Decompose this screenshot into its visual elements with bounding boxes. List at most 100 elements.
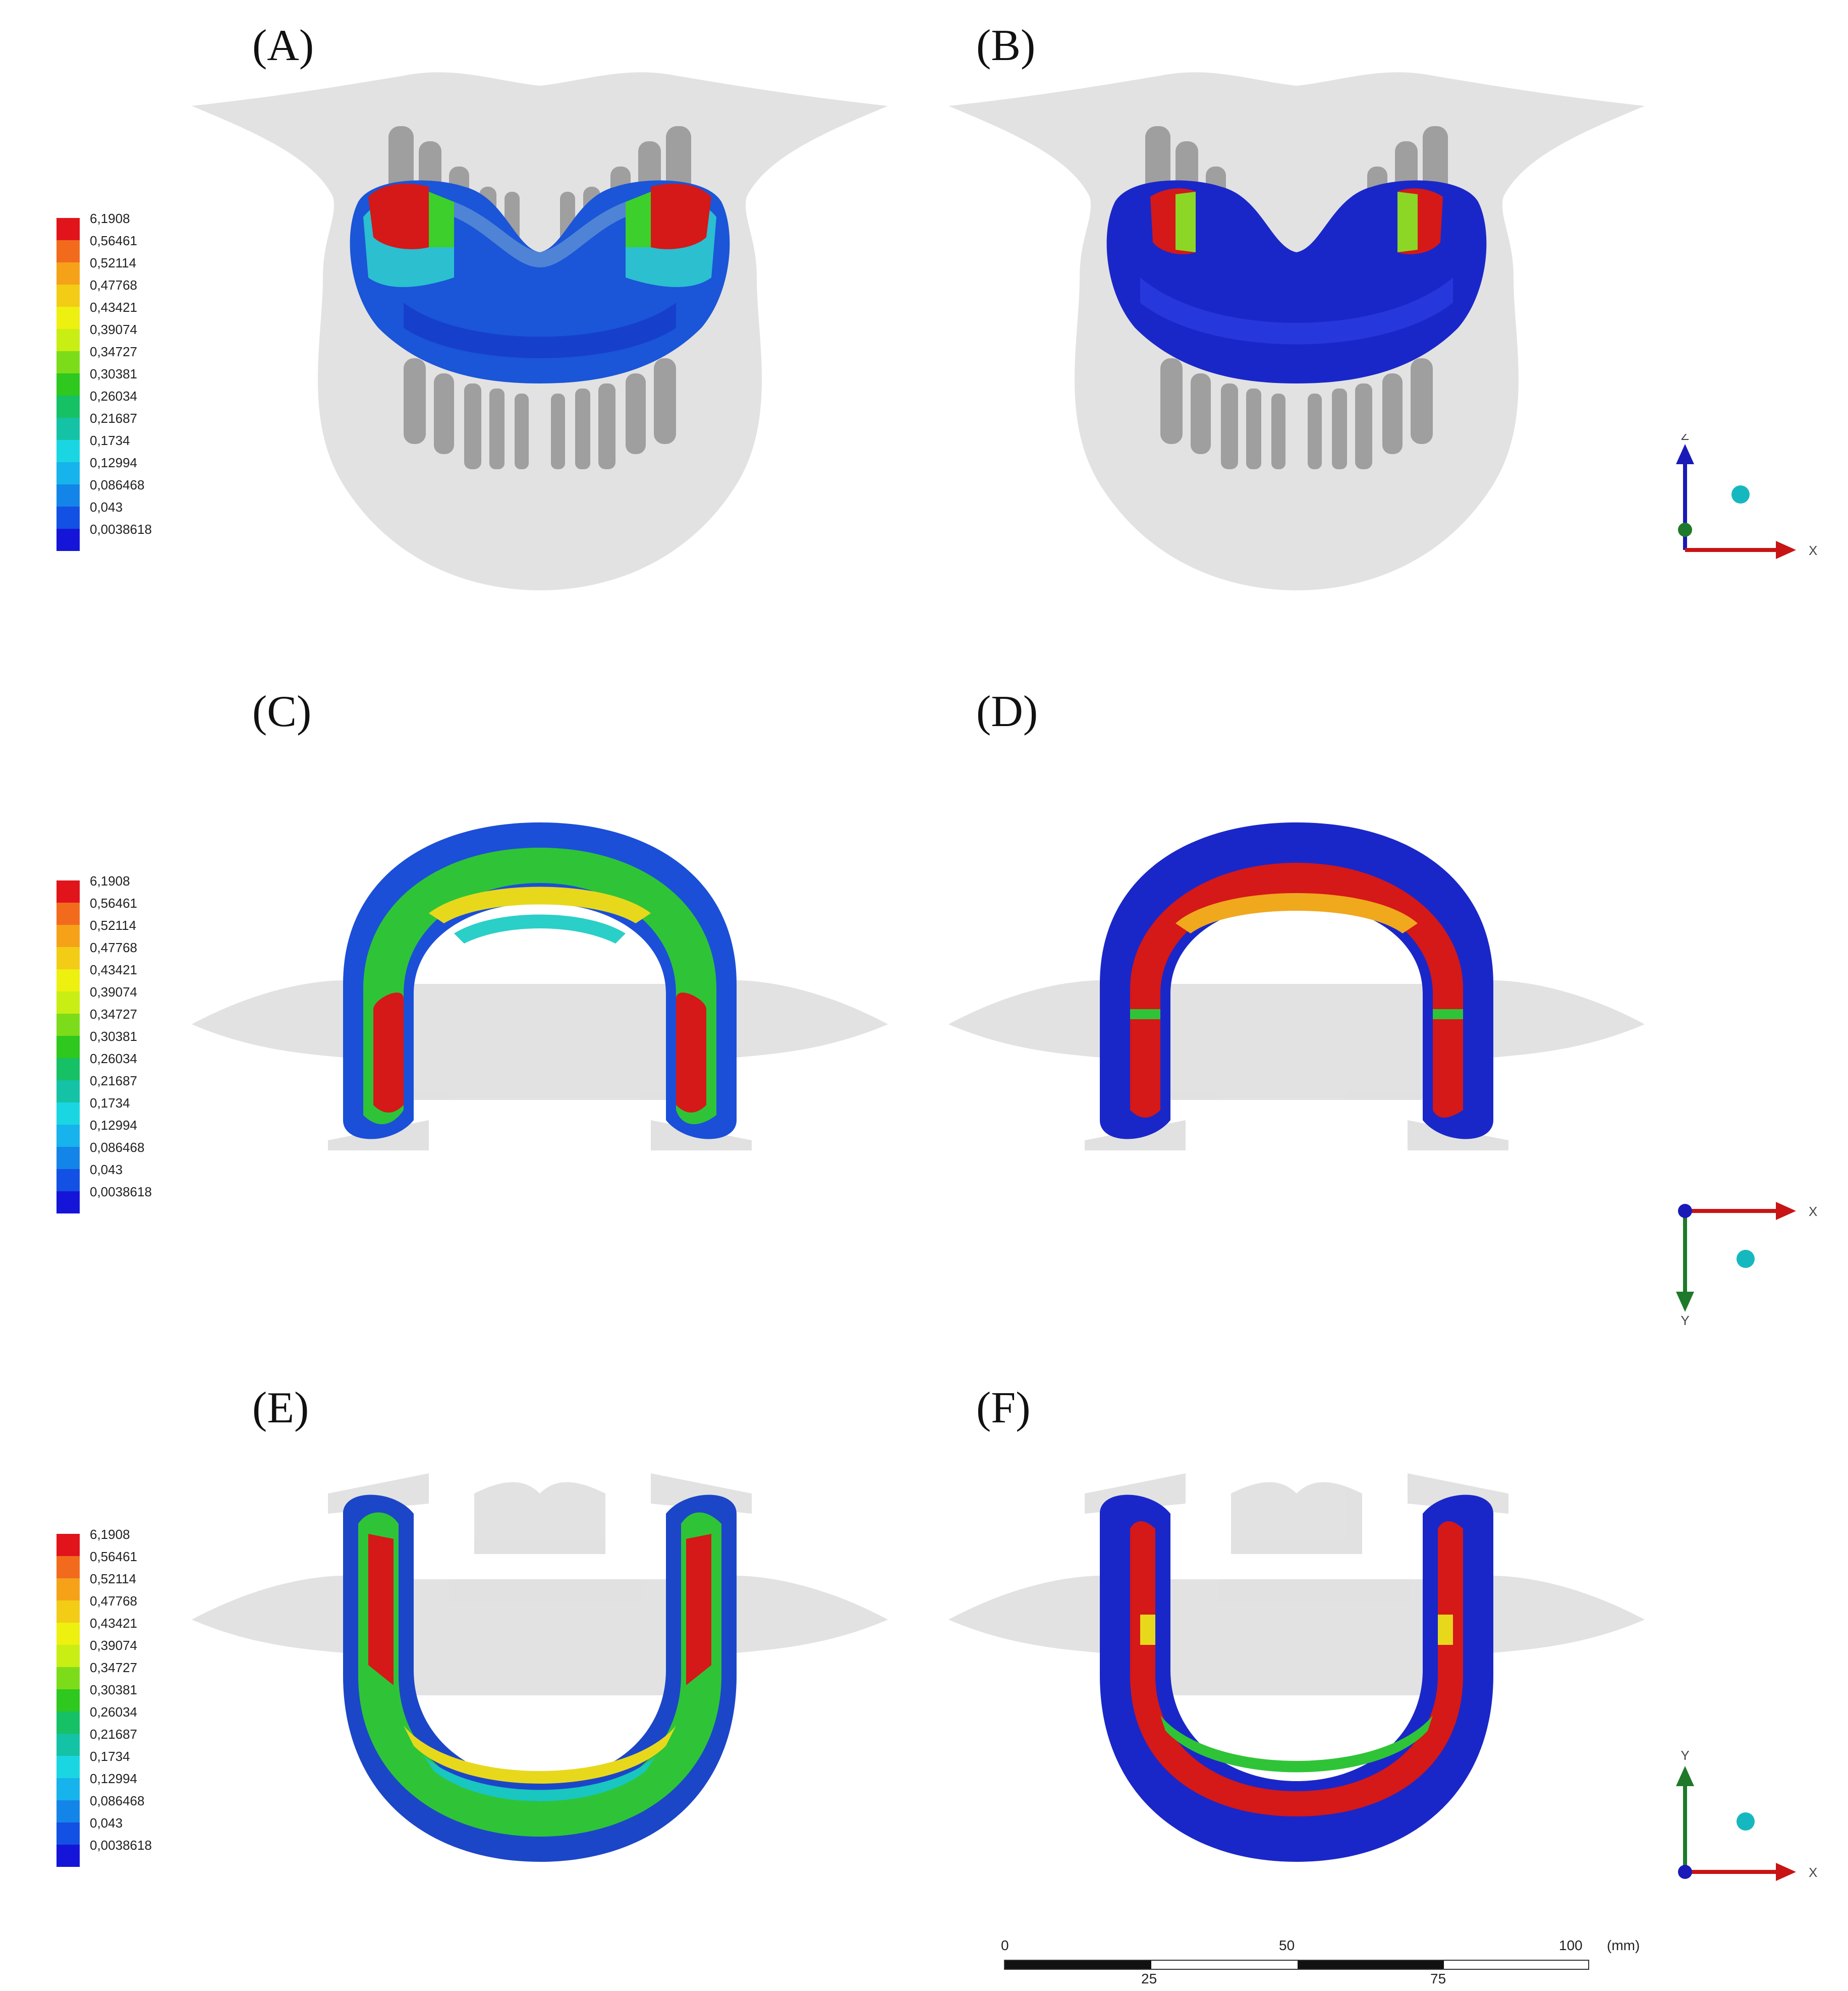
x-axis-arrowhead xyxy=(1776,1863,1796,1881)
legend-swatch xyxy=(57,396,80,418)
mouthguard xyxy=(343,1495,737,1862)
scale-bar: 0 50 100 (mm) 25 75 xyxy=(1001,1938,1640,1986)
legend-value: 0,26034 xyxy=(90,389,137,404)
legend-swatch xyxy=(57,1080,80,1102)
legend-swatch xyxy=(57,1822,80,1845)
view-sphere-icon xyxy=(1731,485,1750,504)
legend-value: 0,34727 xyxy=(90,1660,137,1675)
scale-bar-frame xyxy=(1004,1960,1589,1970)
legend-value: 6,1908 xyxy=(90,211,130,226)
legend-value: 0,47768 xyxy=(90,278,137,293)
axis-label-y: Y xyxy=(1681,1313,1689,1327)
legend-value: 0,56461 xyxy=(90,233,137,248)
legend-swatch xyxy=(57,947,80,969)
legend-value: 0,21687 xyxy=(90,1073,137,1088)
figure-c-occlusal-stress xyxy=(192,822,888,1150)
legend-value: 0,30381 xyxy=(90,366,137,381)
legend-value: 0,12994 xyxy=(90,455,137,470)
axis-triad-middle: X Y xyxy=(1676,1202,1817,1327)
panel-label-f: (F) xyxy=(976,1384,1031,1432)
legend-value: 0,1734 xyxy=(90,433,130,448)
legend-value: 0,043 xyxy=(90,1162,123,1177)
skull-silhouette xyxy=(192,980,888,1150)
axis-label-x: X xyxy=(1809,1865,1817,1880)
legend-value: 0,086468 xyxy=(90,1140,145,1155)
legend-value: 6,1908 xyxy=(90,1527,130,1542)
view-sphere-icon xyxy=(1737,1250,1755,1268)
legend-swatch xyxy=(57,1534,80,1556)
legend-value: 0,56461 xyxy=(90,896,137,911)
legend-swatch xyxy=(57,218,80,240)
panel-label-e: (E) xyxy=(252,1384,309,1432)
axis-label-x: X xyxy=(1809,543,1817,558)
legend-value: 0,0038618 xyxy=(90,1838,152,1853)
legend-value: 0,1734 xyxy=(90,1749,130,1764)
panel-label-b: (B) xyxy=(976,21,1036,70)
legend-value: 0,12994 xyxy=(90,1118,137,1133)
legend-value: 0,52114 xyxy=(90,918,137,933)
legend-value: 0,47768 xyxy=(90,1593,137,1609)
legend-swatch xyxy=(57,507,80,529)
mouthguard xyxy=(350,180,730,383)
figure-a-frontal-stress xyxy=(192,72,888,590)
legend-swatch xyxy=(57,1014,80,1036)
legend-swatch xyxy=(57,1147,80,1169)
legend-swatch xyxy=(57,1169,80,1191)
legend-swatch xyxy=(57,373,80,396)
y-axis-origin-dot xyxy=(1678,523,1692,537)
z-axis-origin-dot xyxy=(1678,1204,1692,1218)
legend-value: 0,086468 xyxy=(90,477,145,492)
teeth-lower xyxy=(1160,358,1433,469)
legend-value: 0,30381 xyxy=(90,1682,137,1697)
legend-value: 0,043 xyxy=(90,500,123,515)
legend-swatch xyxy=(57,1102,80,1125)
figure-d-occlusal-stress xyxy=(948,822,1645,1150)
scale-label-75: 75 xyxy=(1430,1971,1446,1986)
legend-swatch xyxy=(57,1556,80,1578)
scale-label-25: 25 xyxy=(1141,1971,1157,1986)
legend-swatch xyxy=(57,462,80,484)
legend-swatch xyxy=(57,329,80,351)
legend-swatch xyxy=(57,1125,80,1147)
legend-swatch xyxy=(57,418,80,440)
panel-label-c: (C) xyxy=(252,687,312,736)
legend-value: 0,39074 xyxy=(90,1638,137,1653)
x-axis-arrowhead xyxy=(1776,1202,1796,1220)
legend-swatch xyxy=(57,1058,80,1080)
axis-label-z: Z xyxy=(1681,434,1689,443)
legend-swatch xyxy=(57,240,80,262)
legend-value: 0,12994 xyxy=(90,1771,137,1786)
legend-value: 0,086468 xyxy=(90,1793,145,1808)
mouthguard xyxy=(1100,1495,1493,1862)
legend-value: 0,43421 xyxy=(90,300,137,315)
legend-swatch xyxy=(57,903,80,925)
figure-e-underside-stress xyxy=(192,1473,888,1862)
mouthguard xyxy=(343,822,737,1139)
legend-value: 0,52114 xyxy=(90,255,137,270)
mouthguard xyxy=(1106,180,1487,383)
legend-value: 0,47768 xyxy=(90,940,137,955)
x-axis-arrowhead xyxy=(1776,541,1796,559)
legend-value: 0,21687 xyxy=(90,1727,137,1742)
legend-value: 0,043 xyxy=(90,1815,123,1831)
legend-value: 0,26034 xyxy=(90,1704,137,1720)
legend-value: 0,30381 xyxy=(90,1029,137,1044)
legend-value: 0,39074 xyxy=(90,984,137,1000)
legend-swatch xyxy=(57,1756,80,1778)
legend-swatch xyxy=(57,307,80,329)
stress-legend-middle: 6,1908 0,56461 0,52114 0,47768 0,43421 0,3907… xyxy=(57,873,228,1213)
panel-label-a: (A) xyxy=(252,21,314,70)
legend-swatch xyxy=(57,1645,80,1667)
scale-unit: (mm) xyxy=(1607,1938,1640,1953)
legend-swatch xyxy=(57,1800,80,1822)
legend-value: 0,0038618 xyxy=(90,522,152,537)
legend-swatch xyxy=(57,1734,80,1756)
legend-swatch xyxy=(57,991,80,1014)
panel-label-d: (D) xyxy=(976,687,1038,736)
legend-swatch xyxy=(57,1578,80,1600)
legend-swatch xyxy=(57,351,80,373)
legend-value: 0,56461 xyxy=(90,1549,137,1564)
legend-value: 0,21687 xyxy=(90,411,137,426)
figure-b-frontal-stress xyxy=(948,72,1645,590)
teeth-lower xyxy=(404,358,676,469)
